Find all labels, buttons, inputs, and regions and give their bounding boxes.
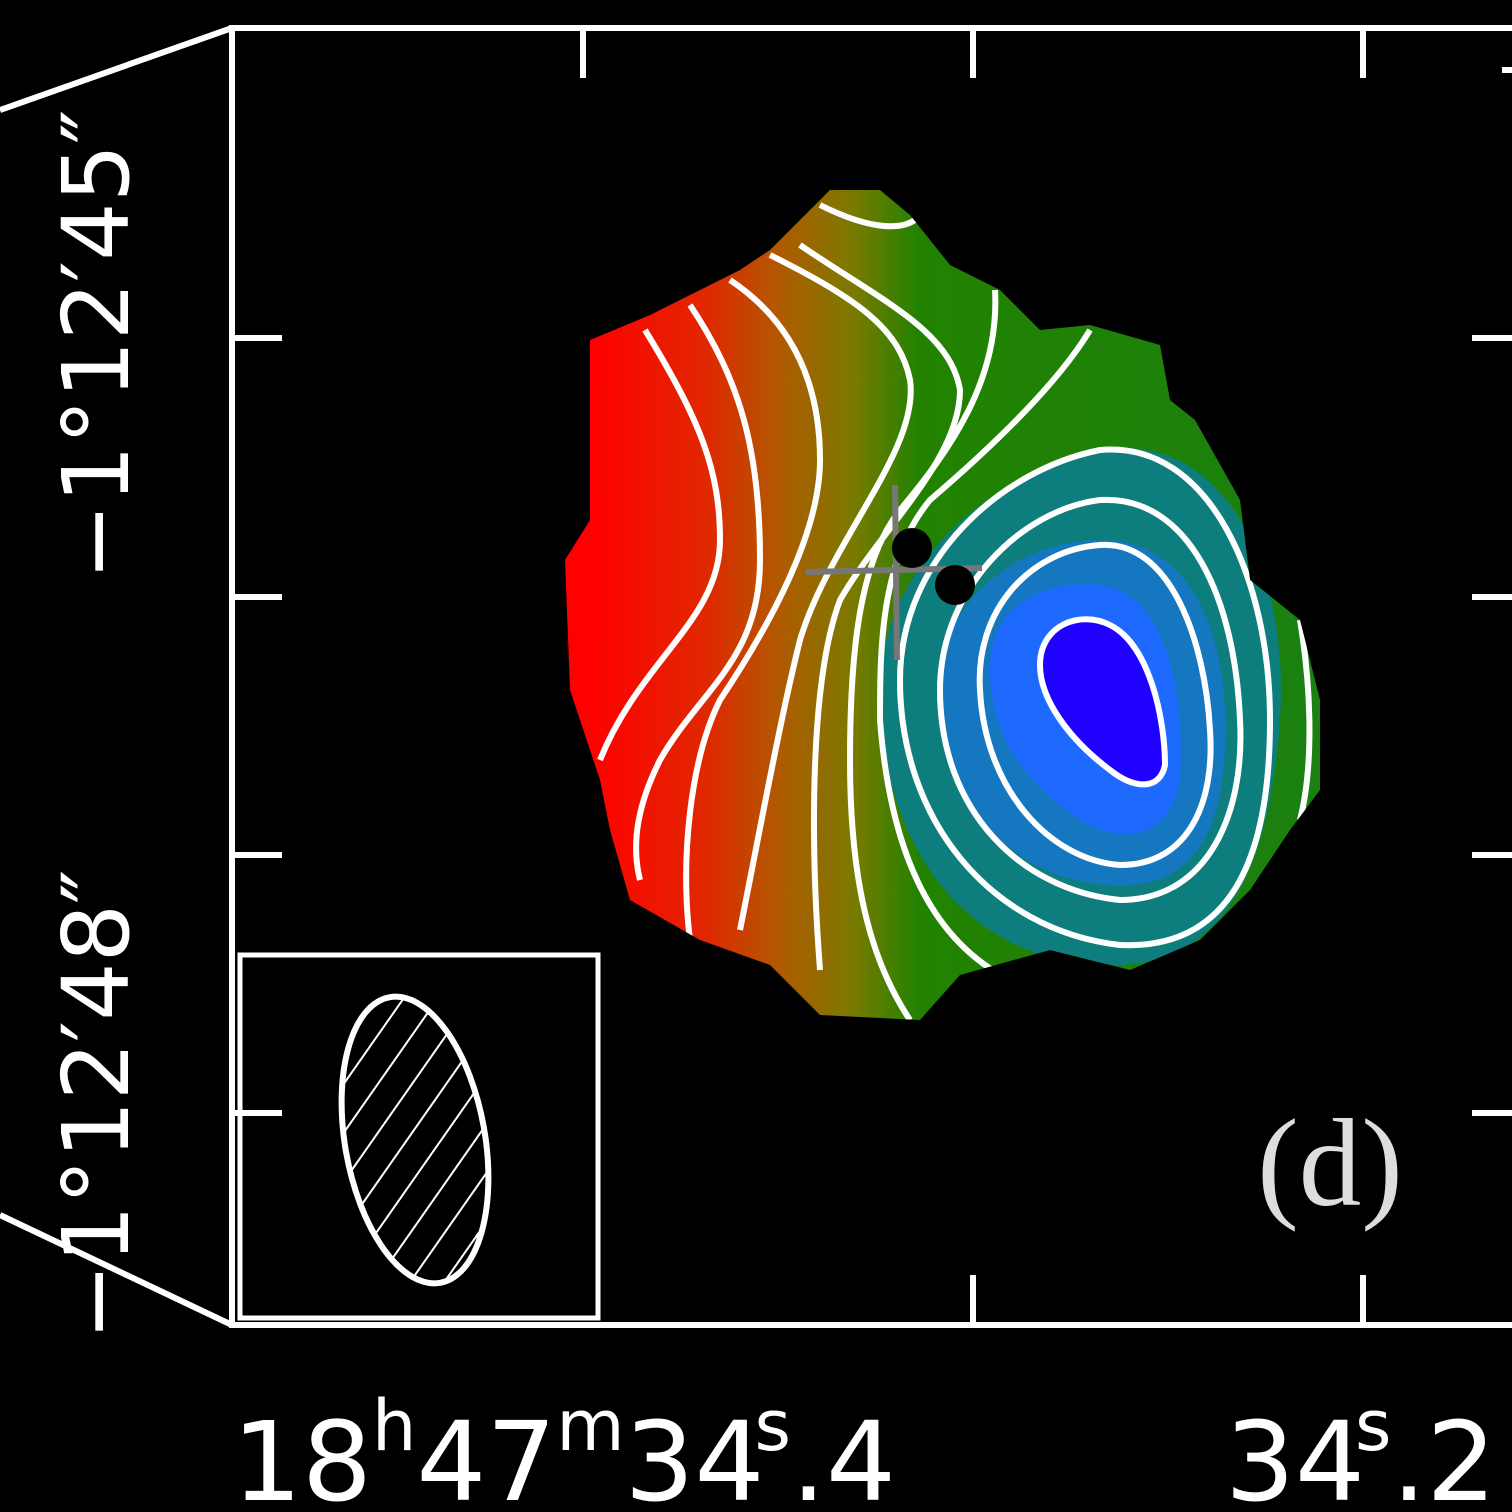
map-core <box>1036 616 1169 788</box>
source-1 <box>892 528 932 568</box>
x-label-unit: s <box>1355 1385 1391 1467</box>
x-label-unit: s <box>755 1385 791 1467</box>
beam-box <box>237 952 601 1321</box>
cross-v <box>892 484 900 661</box>
source-markers <box>805 484 983 661</box>
x-label-part: 34 <box>625 1398 765 1512</box>
y-tick-label: −1°12′45″ <box>43 109 150 580</box>
x-tick-label: 34s.2 <box>1225 1385 1496 1512</box>
x-tick-label: 18h47m34s.4 <box>232 1385 896 1512</box>
frame <box>0 25 1512 1328</box>
panel-label: (d) <box>1257 1095 1403 1233</box>
source-2 <box>935 565 975 605</box>
beam-inset <box>237 952 601 1321</box>
y-tick-label: −1°12′48″ <box>43 869 150 1340</box>
beam-ellipse <box>338 993 492 1287</box>
x-label-part: 34 <box>1225 1398 1365 1512</box>
x-label-part: .4 <box>791 1398 896 1512</box>
contours <box>597 202 1313 1020</box>
velocity-map <box>565 190 1320 1020</box>
x-label-part: .2 <box>1391 1398 1496 1512</box>
x-label-unit: m <box>556 1385 624 1467</box>
x-label-part: 18 <box>232 1398 372 1512</box>
x-label-unit: h <box>372 1385 416 1467</box>
x-label-part: 47 <box>416 1398 556 1512</box>
